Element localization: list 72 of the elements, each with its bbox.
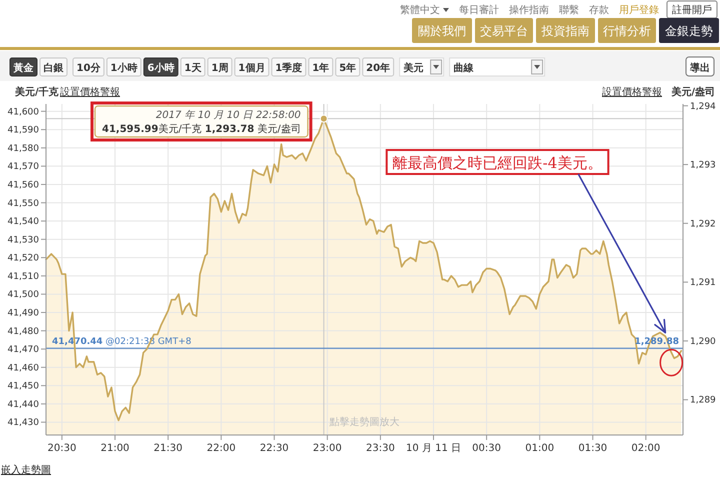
y-tick-label: 41,540 (8, 217, 40, 228)
y-tick-label: 41,460 (8, 363, 40, 374)
text: 用戶登錄 (619, 4, 659, 16)
annotation: 點擊走勢圖放大 (328, 416, 400, 428)
button: 金銀走勢 (659, 18, 719, 43)
x-tick-label: 22:00 (206, 443, 236, 454)
y-tick-label: 41,430 (8, 418, 40, 428)
button: 1周 (207, 58, 232, 76)
y-tick-label: 41,450 (8, 382, 40, 392)
button: 1季度 (271, 58, 306, 76)
y2-tick-label: 1,294 (690, 102, 716, 112)
x-tick-label: 23:30 (366, 443, 395, 454)
y-tick-label: 41,530 (8, 235, 40, 246)
y-axis-title: 美元/千克 (14, 86, 60, 98)
button: 導出 (686, 56, 714, 76)
button: 投資指南 (536, 18, 595, 43)
button: 1小時 (106, 58, 142, 76)
text: 繁體中文 (400, 4, 440, 16)
text: 設置價格警報 (60, 86, 120, 98)
y-tick-label: 41,440 (8, 400, 40, 410)
text: 設置價格警報 (602, 86, 662, 98)
y-tick-label: 41,600 (8, 107, 40, 118)
button: 交易平台 (475, 18, 533, 43)
y-tick-label: 41,590 (8, 126, 40, 136)
button: 1天 (180, 58, 206, 76)
x-tick-label: 22:30 (260, 443, 289, 454)
y-tick-label: 41,490 (8, 308, 40, 318)
y-tick-label: 41,510 (8, 272, 40, 282)
annotation: 離最高價之時已經回跌-4美元。 (392, 154, 602, 172)
button: 5年 (335, 58, 360, 76)
button: 黃金 (10, 58, 38, 76)
y-tick-label: 41,550 (8, 198, 40, 209)
y2-tick-label: 1,293 (690, 160, 716, 171)
y-tick-label: 41,580 (8, 144, 40, 154)
y2-tick-label: 1,289 (690, 396, 716, 406)
y-tick-label: 41,470 (8, 345, 40, 356)
y2-tick-label: 1,291 (690, 278, 716, 288)
annotation: 41,595.99美元/千克 1,293.78 美元/盎司 (102, 123, 301, 135)
y-tick-label: 41,560 (8, 180, 40, 190)
x-tick-label: 21:00 (100, 443, 130, 454)
button: 1年 (308, 58, 334, 76)
text: 聯繫 (559, 4, 579, 16)
y-tick-label: 41,480 (8, 326, 40, 337)
callout: 離最高價之時已經回跌-4美元。 (386, 149, 610, 175)
text: 存款 (589, 4, 609, 16)
y2-axis-title: 美元/盎司 (670, 86, 715, 98)
x-tick-label: 10 月 11 日 (406, 443, 462, 454)
x-tick-label: 01:30 (578, 443, 608, 454)
button: 6小時 (143, 58, 178, 76)
dropdown: 美元 (399, 58, 444, 76)
text: 操作指南 (509, 4, 549, 16)
y-tick-label: 41,500 (8, 290, 40, 300)
x-tick-label: 02:00 (631, 443, 660, 454)
button: 關於我們 (412, 18, 472, 43)
button: 註冊開戶 (666, 0, 718, 18)
x-tick-label: 23:00 (312, 443, 342, 454)
y-tick-label: 41,570 (8, 162, 40, 172)
x-tick-label: 20:30 (48, 443, 76, 454)
annotation: 2017 年 10 月 10 日 22:58:00 (156, 109, 301, 121)
y2-tick-label: 1,290 (690, 336, 716, 347)
text: 每日審計 (459, 4, 499, 16)
button: 20年 (362, 58, 394, 76)
x-tick-label: 00:30 (472, 443, 502, 454)
dropdown: 曲線 (449, 58, 546, 76)
y2-tick-label: 1,292 (690, 219, 716, 230)
x-tick-label: 21:30 (154, 443, 183, 454)
button: 10分 (72, 58, 104, 76)
button: 1個月 (234, 58, 270, 76)
y-tick-label: 41,520 (8, 254, 40, 264)
button: 行情分析 (598, 18, 656, 43)
x-tick-label: 01:00 (525, 443, 554, 454)
button: 白銀 (40, 58, 68, 76)
